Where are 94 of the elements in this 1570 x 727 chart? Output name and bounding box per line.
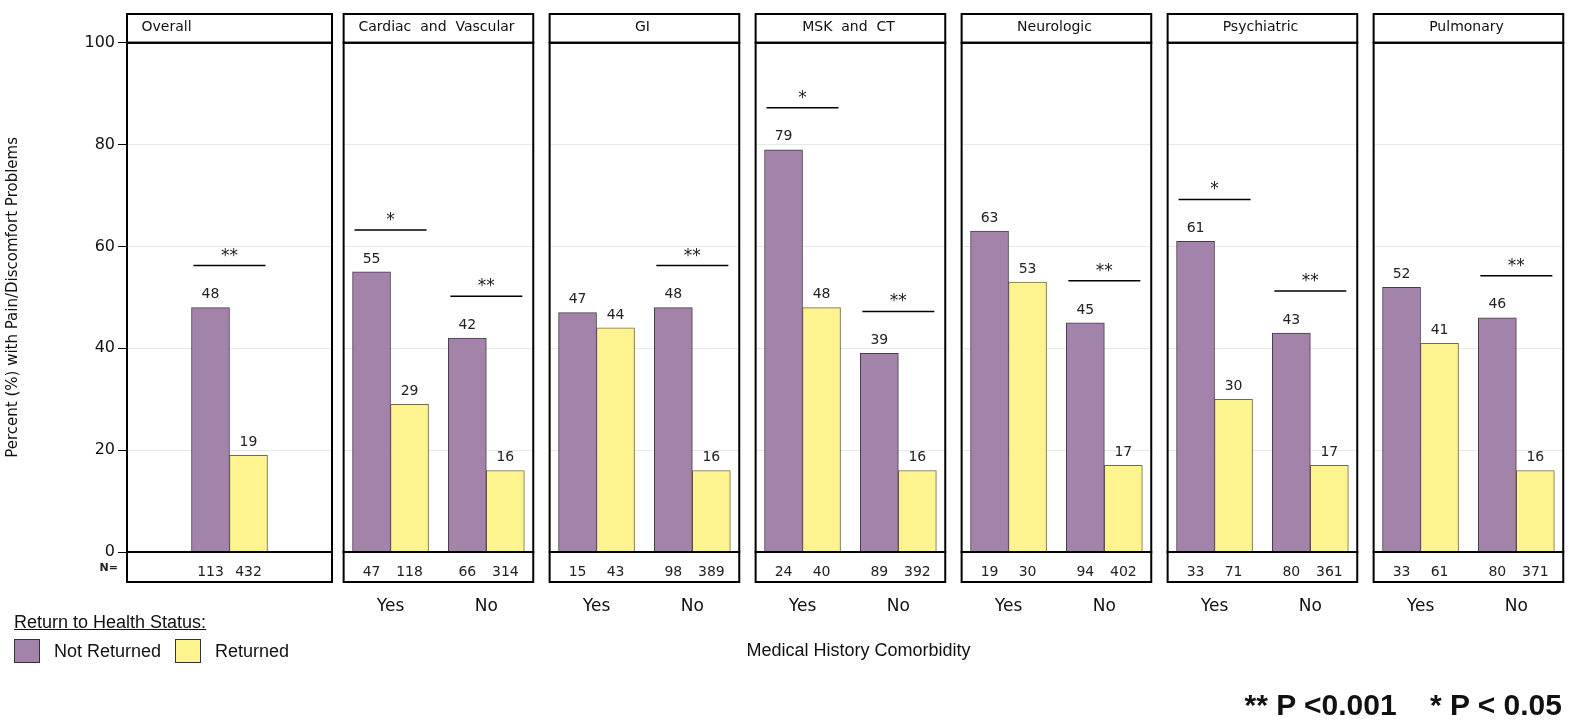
text: 15 <box>568 562 587 579</box>
annotation: ** <box>1301 269 1319 290</box>
data-label: 16 <box>702 448 721 465</box>
x-tick-label: No <box>1504 594 1528 615</box>
data-label: 46 <box>1488 295 1507 312</box>
data-label: 52 <box>1392 264 1411 281</box>
data-label: 44 <box>606 305 625 322</box>
text: 113 <box>197 562 224 579</box>
data-label: 48 <box>201 285 220 302</box>
chart-title: Psychiatric <box>1222 18 1299 35</box>
data-label: 41 <box>1430 320 1449 337</box>
data-label: 16 <box>908 448 927 465</box>
y-tick-label: 60 <box>94 235 115 255</box>
chart-title: Pulmonary <box>1429 18 1504 35</box>
data-label: 55 <box>362 249 381 266</box>
text: N= <box>99 560 118 574</box>
legend-label: Not Returned <box>54 640 162 662</box>
text: 24 <box>774 562 793 579</box>
legend-title: Return to Health Status: <box>14 612 208 633</box>
data-label: 47 <box>568 290 587 307</box>
data-label: 53 <box>1018 259 1037 276</box>
annotation: * <box>386 208 395 229</box>
data-label: 39 <box>870 331 889 348</box>
text: 371 <box>1521 562 1549 579</box>
text: 40 <box>812 562 831 579</box>
chart-title: MSK and CT <box>802 18 896 35</box>
text: 71 <box>1224 562 1243 579</box>
text: 361 <box>1315 562 1343 579</box>
annotation: * <box>1210 178 1219 199</box>
text: 314 <box>491 562 519 579</box>
chart-title: Overall <box>141 18 192 35</box>
text: 432 <box>235 562 262 579</box>
text: ** P <0.001 * P < 0.05 <box>1244 688 1562 722</box>
y-tick-label: 40 <box>94 337 115 357</box>
y-tick-label: 20 <box>94 439 115 459</box>
annotation: ** <box>683 244 701 265</box>
x-tick-label: No <box>1298 594 1322 615</box>
data-label: 16 <box>496 448 515 465</box>
data-label: 17 <box>1114 443 1133 460</box>
annotation: ** <box>477 275 495 296</box>
chart-title: GI <box>635 18 650 35</box>
text: 19 <box>980 562 999 579</box>
x-tick-label: Yes <box>1199 594 1229 615</box>
annotation: ** <box>1507 254 1525 275</box>
data-label: 19 <box>239 432 258 449</box>
data-label: 79 <box>774 127 793 144</box>
chart-title: Cardiac and Vascular <box>358 18 515 35</box>
data-label: 63 <box>980 208 999 225</box>
data-label: 30 <box>1224 376 1243 393</box>
text: 118 <box>396 562 423 579</box>
data-label: 48 <box>664 285 683 302</box>
text: 66 <box>458 562 477 579</box>
text: 402 <box>1109 562 1137 579</box>
text: 61 <box>1430 562 1449 579</box>
data-label: 45 <box>1076 300 1095 317</box>
x-tick-label: No <box>474 594 498 615</box>
text: 43 <box>606 562 625 579</box>
x-axis-title: Medical History Comorbidity <box>746 640 971 661</box>
data-label: 48 <box>812 285 831 302</box>
data-label: 29 <box>400 381 419 398</box>
x-tick-label: Yes <box>375 594 405 615</box>
data-label: 17 <box>1320 443 1339 460</box>
x-tick-label: Yes <box>1405 594 1435 615</box>
x-tick-label: Yes <box>993 594 1023 615</box>
annotation: * <box>798 86 807 107</box>
data-label: 42 <box>458 315 477 332</box>
x-tick-label: Yes <box>581 594 611 615</box>
text: 94 <box>1076 562 1095 579</box>
y-tick-label: 80 <box>94 133 115 153</box>
annotation: ** <box>889 290 907 311</box>
legend-label: Returned <box>215 640 290 662</box>
data-label: 61 <box>1186 219 1205 236</box>
annotation: ** <box>1095 259 1113 280</box>
text: 33 <box>1186 562 1205 579</box>
text: 47 <box>362 562 381 579</box>
y-tick-label: 100 <box>84 31 115 51</box>
text: 80 <box>1282 562 1301 579</box>
y-tick-label: 0 <box>104 541 115 561</box>
text: 89 <box>870 562 889 579</box>
data-label: 43 <box>1282 310 1301 327</box>
text: 389 <box>697 562 725 579</box>
chart-title: Neurologic <box>1017 18 1092 35</box>
y-axis-title: Percent (%) with Pain/Discomfort Problems <box>2 136 21 458</box>
annotation: ** <box>221 244 238 265</box>
text: 30 <box>1018 562 1037 579</box>
text: 392 <box>903 562 931 579</box>
x-tick-label: Yes <box>787 594 817 615</box>
x-tick-label: No <box>1092 594 1116 615</box>
x-tick-label: No <box>680 594 704 615</box>
text: 80 <box>1488 562 1507 579</box>
data-label: 16 <box>1526 448 1545 465</box>
text: 98 <box>664 562 683 579</box>
x-tick-label: No <box>886 594 910 615</box>
text: 33 <box>1392 562 1411 579</box>
